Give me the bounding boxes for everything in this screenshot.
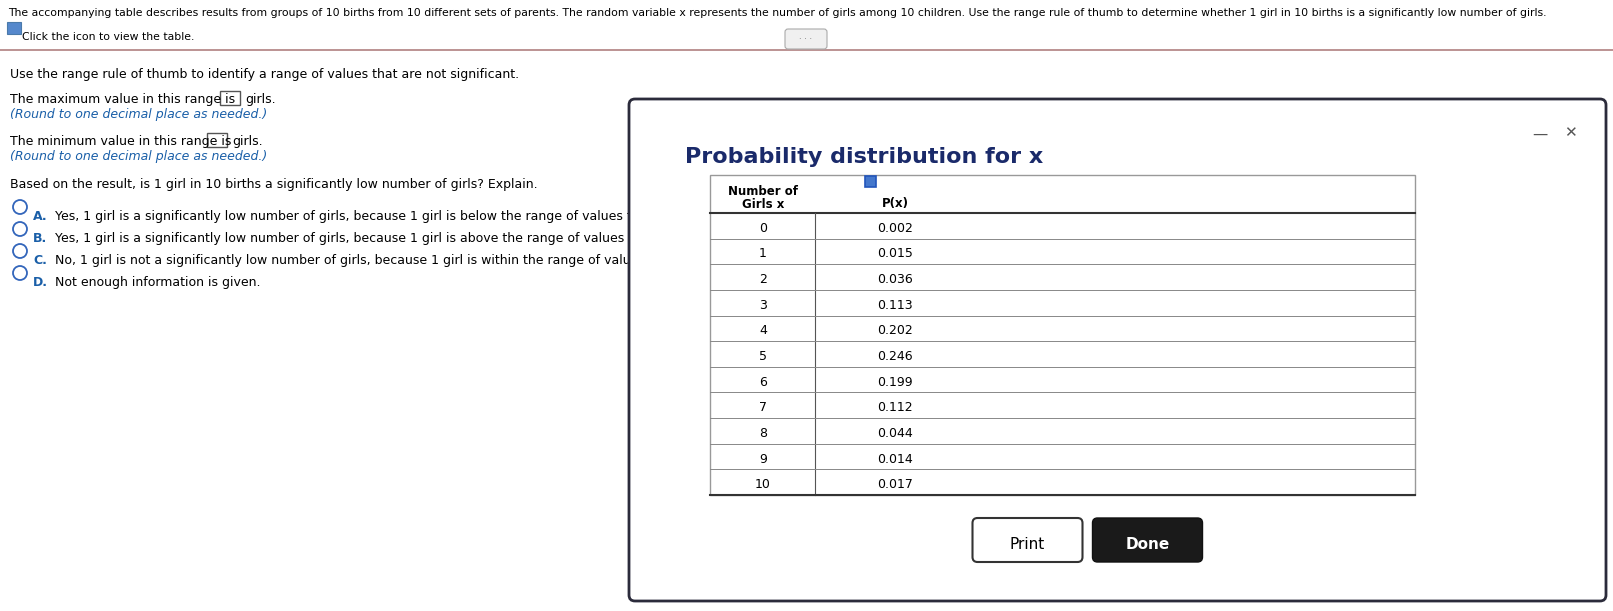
Text: A.: A. <box>32 210 48 223</box>
FancyBboxPatch shape <box>219 91 240 105</box>
Text: 0.036: 0.036 <box>877 273 913 286</box>
FancyBboxPatch shape <box>6 22 21 34</box>
Text: Yes, 1 girl is a significantly low number of girls, because 1 girl is below the : Yes, 1 girl is a significantly low numbe… <box>55 210 774 223</box>
Circle shape <box>13 222 27 236</box>
Text: No, 1 girl is not a significantly low number of girls, because 1 girl is within : No, 1 girl is not a significantly low nu… <box>55 254 795 267</box>
Text: 0.246: 0.246 <box>877 350 913 363</box>
Text: 1: 1 <box>760 247 766 260</box>
Text: 0.112: 0.112 <box>877 401 913 414</box>
Text: 2: 2 <box>760 273 766 286</box>
Text: Number of: Number of <box>727 185 798 198</box>
Text: D.: D. <box>32 276 48 289</box>
Text: Girls x: Girls x <box>742 198 784 211</box>
Text: 10: 10 <box>755 478 771 491</box>
Circle shape <box>13 200 27 214</box>
FancyBboxPatch shape <box>865 176 876 187</box>
Text: 0.017: 0.017 <box>877 478 913 491</box>
Text: 6: 6 <box>760 376 766 389</box>
Text: The maximum value in this range is: The maximum value in this range is <box>10 93 235 106</box>
Circle shape <box>13 266 27 280</box>
Text: Print: Print <box>1010 537 1045 552</box>
Text: 0.014: 0.014 <box>877 453 913 466</box>
Text: Done: Done <box>1126 537 1169 552</box>
Text: · · ·: · · · <box>800 34 813 43</box>
Text: ✕: ✕ <box>1563 125 1576 140</box>
FancyBboxPatch shape <box>206 133 227 147</box>
Text: Yes, 1 girl is a significantly low number of girls, because 1 girl is above the : Yes, 1 girl is a significantly low numbe… <box>55 232 776 245</box>
FancyBboxPatch shape <box>710 175 1415 495</box>
Text: Not enough information is given.: Not enough information is given. <box>55 276 261 289</box>
FancyBboxPatch shape <box>786 29 827 49</box>
FancyBboxPatch shape <box>629 99 1607 601</box>
Text: (Round to one decimal place as needed.): (Round to one decimal place as needed.) <box>10 150 268 163</box>
Text: (Round to one decimal place as needed.): (Round to one decimal place as needed.) <box>10 108 268 121</box>
Circle shape <box>13 244 27 258</box>
Text: Use the range rule of thumb to identify a range of values that are not significa: Use the range rule of thumb to identify … <box>10 68 519 81</box>
Text: C.: C. <box>32 254 47 267</box>
Text: 0.113: 0.113 <box>877 299 913 312</box>
Text: —: — <box>1532 127 1547 142</box>
Text: 0.199: 0.199 <box>877 376 913 389</box>
FancyBboxPatch shape <box>973 518 1082 562</box>
Text: Click the icon to view the table.: Click the icon to view the table. <box>23 32 195 42</box>
Text: Probability distribution for x: Probability distribution for x <box>686 147 1044 167</box>
Text: 0.044: 0.044 <box>877 427 913 440</box>
Text: 0.002: 0.002 <box>877 222 913 235</box>
Text: 0.015: 0.015 <box>877 247 913 260</box>
Text: 3: 3 <box>760 299 766 312</box>
Text: P(x): P(x) <box>881 197 908 210</box>
Text: B.: B. <box>32 232 47 245</box>
Text: girls.: girls. <box>232 135 263 148</box>
Text: 0: 0 <box>760 222 768 235</box>
Text: girls.: girls. <box>245 93 276 106</box>
Text: 9: 9 <box>760 453 766 466</box>
Text: 0.202: 0.202 <box>877 324 913 337</box>
Text: Based on the result, is 1 girl in 10 births a significantly low number of girls?: Based on the result, is 1 girl in 10 bir… <box>10 178 537 191</box>
Text: The accompanying table describes results from groups of 10 births from 10 differ: The accompanying table describes results… <box>8 8 1547 18</box>
FancyBboxPatch shape <box>1092 518 1203 562</box>
Text: 8: 8 <box>760 427 768 440</box>
Text: The minimum value in this range is: The minimum value in this range is <box>10 135 231 148</box>
Text: 5: 5 <box>760 350 768 363</box>
Text: 4: 4 <box>760 324 766 337</box>
Text: 7: 7 <box>760 401 768 414</box>
